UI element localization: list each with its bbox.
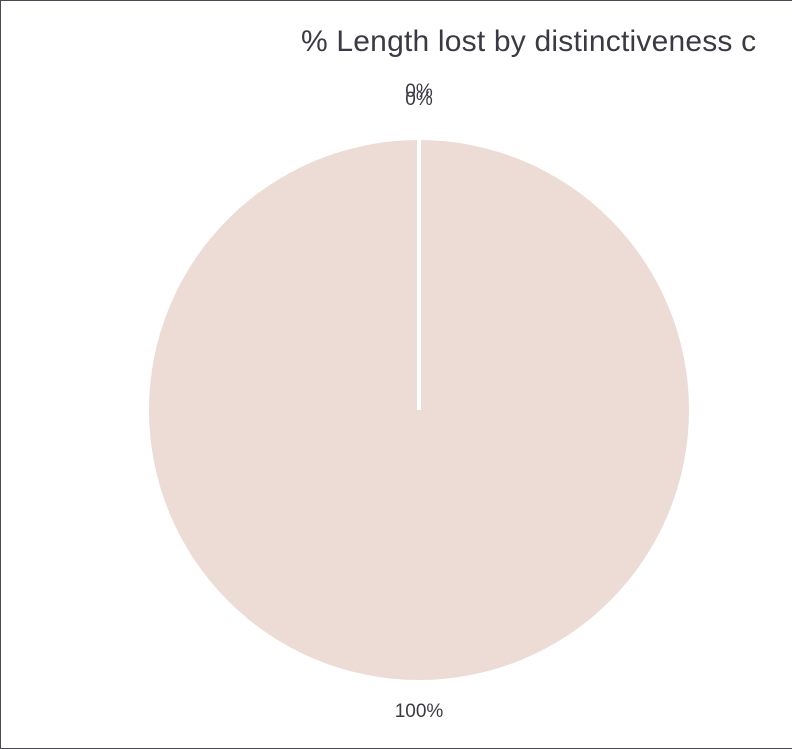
pie-data-labels: 0%0% 100%	[395, 81, 444, 722]
pie-data-label: 0%	[405, 81, 433, 102]
pie-data-label: 100%	[395, 701, 444, 722]
chart-title: % Length lost by distinctiveness c	[301, 25, 757, 58]
pie-slices	[149, 140, 689, 680]
pie-data-label: 0%	[405, 89, 433, 110]
